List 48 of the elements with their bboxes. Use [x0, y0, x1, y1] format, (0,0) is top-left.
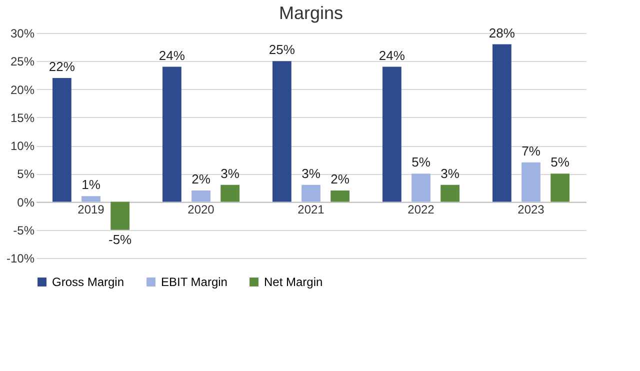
- legend-label: Gross Margin: [52, 275, 124, 289]
- data-label: 5%: [550, 154, 570, 170]
- bar: [110, 202, 130, 230]
- bar: [412, 174, 430, 202]
- data-label: 2%: [192, 172, 211, 186]
- legend-label: Net Margin: [264, 275, 323, 289]
- data-label: 1%: [82, 177, 101, 192]
- x-tick-label: 2023: [518, 202, 545, 216]
- bar: [272, 61, 292, 202]
- y-tick-label: 0%: [17, 195, 35, 210]
- data-label: 24%: [378, 48, 406, 63]
- data-label: 28%: [488, 25, 516, 40]
- y-tick-label: 15%: [10, 110, 35, 125]
- legend-label: EBIT Margin: [161, 275, 228, 289]
- data-label: 22%: [48, 59, 76, 74]
- bar: [302, 184, 320, 202]
- y-tick-label: 25%: [10, 54, 35, 69]
- y-tick-label: 30%: [10, 26, 35, 40]
- y-tick-label: 20%: [10, 82, 35, 97]
- x-tick-label: 2021: [298, 202, 325, 216]
- x-tick-label: 2019: [78, 202, 105, 216]
- data-label: 25%: [268, 42, 296, 58]
- y-tick-label: -10%: [6, 252, 35, 266]
- y-tick-label: 10%: [10, 139, 35, 153]
- bar: [550, 174, 570, 202]
- y-tick-label: -5%: [13, 223, 35, 238]
- chart-title: Margins: [278, 3, 344, 23]
- bar: [492, 44, 512, 202]
- bar: [162, 66, 182, 202]
- data-label: -5%: [108, 232, 132, 247]
- x-tick-label: 2020: [188, 202, 215, 216]
- bar: [52, 78, 72, 202]
- bar: [192, 190, 210, 202]
- data-label: 7%: [522, 143, 541, 158]
- data-label: 3%: [440, 166, 460, 181]
- data-label: 5%: [412, 154, 431, 170]
- y-tick-label: 5%: [17, 167, 35, 182]
- x-tick-label: 2022: [408, 202, 435, 216]
- bar: [440, 184, 460, 202]
- bar: [82, 196, 100, 202]
- data-label: 3%: [302, 166, 321, 181]
- data-label: 24%: [158, 48, 186, 63]
- bar: [330, 190, 350, 202]
- bar: [220, 184, 240, 202]
- data-label: 2%: [330, 172, 350, 186]
- bar: [522, 162, 540, 202]
- data-label: 3%: [220, 166, 240, 181]
- bar: [382, 66, 402, 202]
